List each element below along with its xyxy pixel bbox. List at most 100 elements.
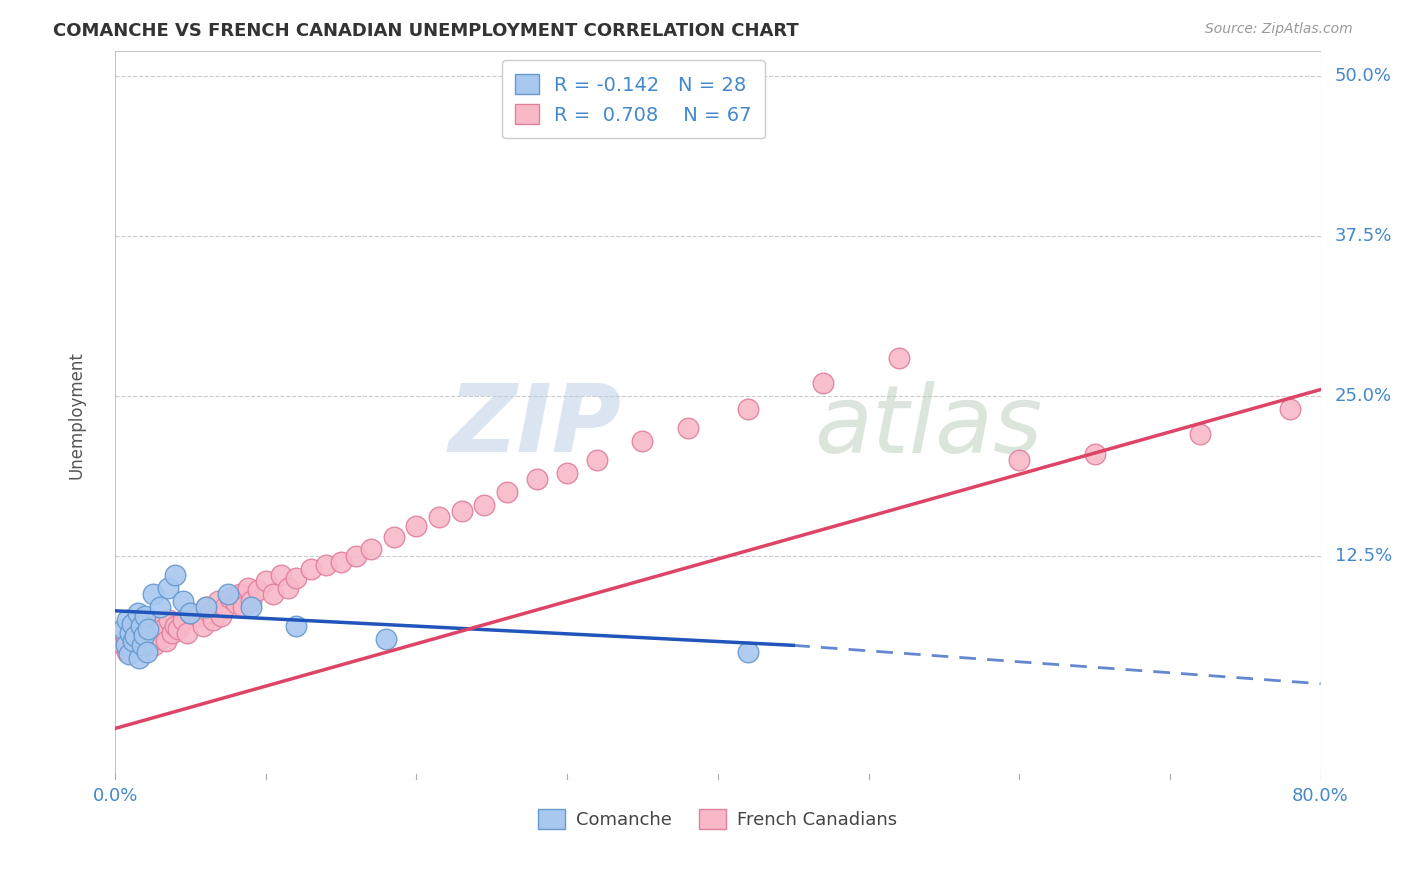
Point [202,613,225,627]
Point [143,638,166,652]
Point [124,622,146,636]
Point [360,542,382,557]
Point [405,519,427,533]
Point [120,625,142,640]
Point [1188,427,1211,442]
Point [127,638,149,652]
Point [375,632,398,646]
Text: COMANCHE VS FRENCH CANADIAN UNEMPLOYMENT CORRELATION CHART: COMANCHE VS FRENCH CANADIAN UNEMPLOYMENT… [53,22,799,40]
Point [172,613,194,627]
Point [217,587,239,601]
Point [165,568,187,582]
Point [284,619,307,633]
Point [157,613,180,627]
Point [207,593,229,607]
Text: 0.0%: 0.0% [93,788,138,805]
Point [121,616,143,631]
Point [179,607,201,621]
Point [149,599,172,614]
Point [152,622,174,636]
Point [120,625,142,640]
Point [129,619,152,633]
Point [131,632,153,646]
Text: ZIP: ZIP [449,380,621,472]
Point [586,453,609,467]
Point [887,351,910,365]
Point [330,555,353,569]
Point [111,638,134,652]
Point [114,638,136,652]
Point [156,581,179,595]
Point [187,608,209,623]
Point [142,587,165,601]
Point [162,625,184,640]
Point [136,622,159,636]
Point [115,613,138,627]
Point [122,634,145,648]
Point [813,376,835,391]
Point [198,607,221,621]
Point [229,587,252,601]
Point [118,648,141,662]
Point [315,558,337,572]
Point [135,645,157,659]
Point [134,608,156,623]
Point [141,619,163,633]
Point [128,651,150,665]
Text: 80.0%: 80.0% [1292,788,1348,805]
Point [1083,446,1105,460]
Point [114,632,136,646]
Point [526,472,548,486]
Point [631,434,654,448]
Point [737,401,759,416]
Point [127,607,149,621]
Point [149,632,172,646]
Text: Source: ZipAtlas.com: Source: ZipAtlas.com [1205,22,1353,37]
Text: 50.0%: 50.0% [1336,67,1392,86]
Point [1279,401,1302,416]
Point [236,581,259,595]
Point [218,591,240,605]
Point [132,628,155,642]
Point [122,634,145,648]
Point [247,583,270,598]
Point [555,466,578,480]
Point [344,549,367,563]
Point [737,645,759,659]
Point [225,596,247,610]
Point [239,599,262,614]
Point [179,607,201,621]
Point [382,530,405,544]
Point [194,599,217,614]
Point [134,625,156,640]
Point [232,599,254,614]
Point [167,622,190,636]
Point [136,629,159,643]
Point [194,599,217,614]
Point [209,608,232,623]
Text: 25.0%: 25.0% [1336,387,1392,405]
Text: 37.5%: 37.5% [1336,227,1392,245]
Point [450,504,472,518]
Point [427,510,450,524]
Point [131,638,153,652]
Point [284,570,307,584]
Point [214,599,236,614]
Point [676,421,699,435]
Legend: Comanche, French Canadians: Comanche, French Canadians [531,802,904,836]
Point [111,622,134,636]
Point [165,619,187,633]
Point [262,587,284,601]
Text: Unemployment: Unemployment [67,351,86,479]
Point [176,625,198,640]
Point [155,634,177,648]
Point [254,574,277,589]
Point [172,593,194,607]
Point [299,561,322,575]
Point [124,629,146,643]
Point [239,593,262,607]
Point [115,645,138,659]
Point [270,568,292,582]
Text: atlas: atlas [814,381,1042,472]
Text: 12.5%: 12.5% [1336,547,1392,565]
